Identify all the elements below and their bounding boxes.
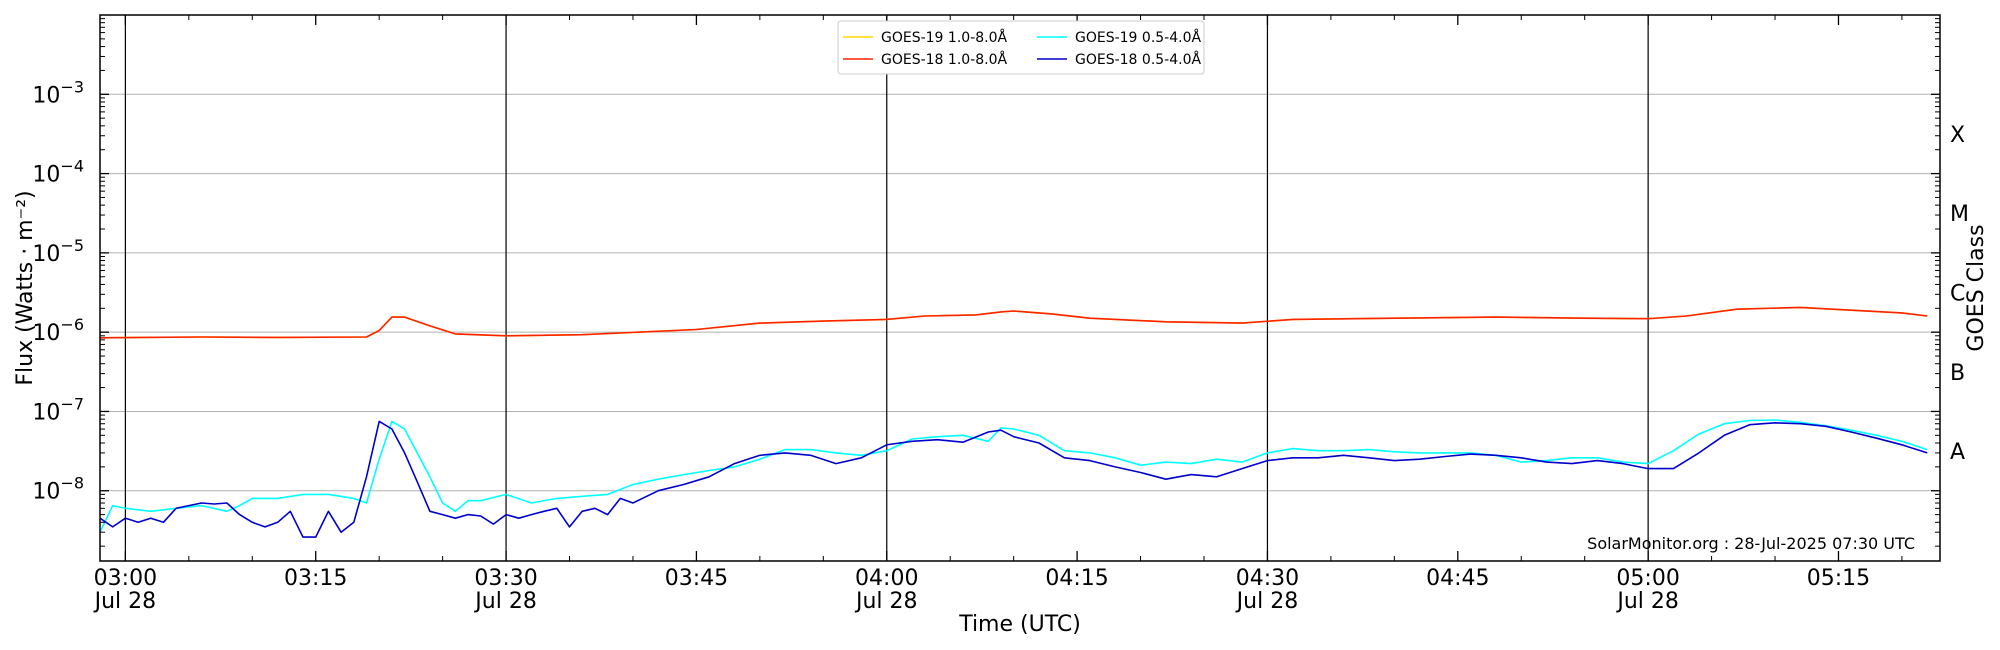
- legend-label-goes19-long: GOES-19 1.0-8.0Å: [881, 29, 1007, 46]
- x-tick-label: 04:30: [1236, 566, 1299, 591]
- x-tick-label: 04:15: [1045, 566, 1108, 591]
- legend-box: [837, 20, 1205, 75]
- plot-frame: [99, 14, 1941, 562]
- x-tick-label: 03:15: [284, 566, 347, 591]
- y-tick-label: 10−3: [32, 77, 84, 108]
- x-tick-date-label: Jul 28: [473, 589, 537, 614]
- series-line: [99, 420, 1928, 538]
- x-tick-label: 03:00: [94, 566, 157, 591]
- y-tick-label: 10−7: [32, 394, 84, 425]
- goes-class-label: X: [1950, 123, 1965, 148]
- y-tick-label: 10−8: [32, 474, 84, 505]
- x-tick-date-label: Jul 28: [93, 589, 157, 614]
- x-tick-label: 03:30: [474, 566, 537, 591]
- x-tick-label: 04:45: [1426, 566, 1489, 591]
- x-axis-title: Time (UTC): [958, 612, 1081, 637]
- y-tick-label: 10−4: [32, 157, 84, 188]
- goes-class-label: C: [1950, 282, 1965, 307]
- series-line: [99, 419, 1928, 533]
- legend-label-goes18-long: GOES-18 1.0-8.0Å: [881, 51, 1007, 68]
- y-tick-label: 10−6: [32, 315, 84, 346]
- x-tick-date-label: Jul 28: [1615, 589, 1679, 614]
- goes-class-label: B: [1950, 361, 1965, 386]
- x-tick-label: 04:00: [855, 566, 918, 591]
- y-tick-label: 10−5: [32, 236, 84, 267]
- legend-label-goes19-short: GOES-19 0.5-4.0Å: [1075, 29, 1201, 46]
- goes-class-axis-title: GOES Class: [1964, 224, 1989, 351]
- legend: GOES-19 1.0-8.0Å GOES-18 1.0-8.0Å GOES-1…: [837, 20, 1205, 75]
- x-tick-label: 05:00: [1616, 566, 1679, 591]
- x-tick-date-label: Jul 28: [854, 589, 918, 614]
- tick-layer: [100, 15, 1940, 561]
- time-gridlines: [124, 15, 1649, 561]
- series-layer: [99, 306, 1928, 538]
- series-line: [99, 306, 1928, 339]
- grid-layer: [100, 93, 1940, 492]
- legend-label-goes18-short: GOES-18 0.5-4.0Å: [1075, 51, 1201, 68]
- y-axis-title: Flux (Watts · m⁻²): [13, 190, 38, 385]
- watermark: SolarMonitor.org : 28-Jul-2025 07:30 UTC: [1587, 534, 1915, 553]
- x-tick-label: 05:15: [1807, 566, 1870, 591]
- x-tick-date-label: Jul 28: [1235, 589, 1299, 614]
- x-tick-label: 03:45: [665, 566, 728, 591]
- goes-class-label: M: [1950, 202, 1969, 227]
- goes-class-label: A: [1950, 440, 1965, 465]
